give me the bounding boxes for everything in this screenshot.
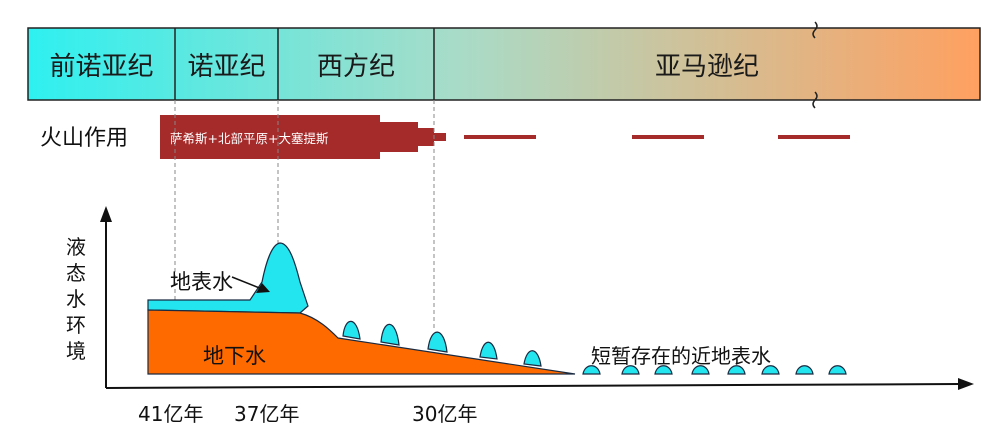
- volcanism-band-text: 萨希斯+北部平原+大塞提斯: [170, 131, 329, 146]
- volcanism-label: 火山作用: [40, 126, 129, 151]
- transient-bumps-flat: [582, 365, 847, 375]
- era-noachian: 诺亚纪: [187, 51, 266, 82]
- groundwater-label: 地下水: [203, 344, 266, 368]
- time-tick-label: 41亿年: [138, 402, 204, 426]
- time-guides: [174, 100, 435, 330]
- axes: [100, 206, 974, 390]
- timeline-break-mark: [812, 91, 818, 109]
- surface-water-label: 地表水: [170, 270, 233, 294]
- volcanism-band: [160, 115, 850, 159]
- x-axis-arrow-icon: [958, 378, 974, 390]
- transient-bumps-slope: [342, 320, 542, 367]
- timeline-bar: [27, 21, 981, 109]
- time-tick-label: 30亿年: [412, 402, 478, 426]
- volcanism-dash: [464, 135, 536, 139]
- era-hesperian: 西方纪: [316, 51, 395, 82]
- surface-water-area: [147, 242, 309, 314]
- y-axis-label: 液态水环境: [66, 235, 86, 363]
- surface-water-pointer: [231, 276, 270, 293]
- volcanism-dash: [632, 135, 704, 139]
- time-tick-label: 37亿年: [234, 402, 300, 426]
- timeline-break-mark: [812, 21, 818, 39]
- groundwater-area: [147, 309, 576, 375]
- era-amazonian: 亚马逊纪: [654, 51, 759, 82]
- era-pre-noachian: 前诺亚纪: [49, 51, 154, 82]
- transient-water-label: 短暂存在的近地表水: [591, 344, 771, 368]
- y-axis-arrow-icon: [100, 206, 112, 222]
- volcanism-dash: [778, 135, 850, 139]
- x-axis: [105, 383, 961, 389]
